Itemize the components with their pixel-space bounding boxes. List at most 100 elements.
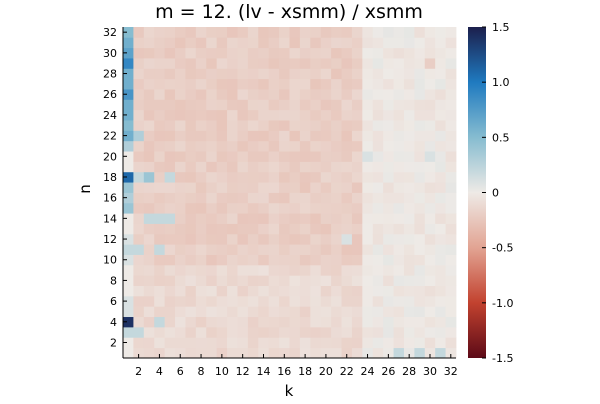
heatmap-cell: [258, 233, 270, 245]
heatmap-cell: [216, 27, 228, 38]
heatmap-cell: [289, 254, 301, 266]
heatmap-cell: [185, 27, 197, 38]
heatmap-cell: [195, 244, 207, 255]
heatmap-cell: [258, 27, 270, 38]
heatmap-cell: [154, 37, 166, 49]
heatmap-cell: [331, 151, 342, 162]
heatmap-cell: [154, 140, 166, 152]
heatmap-cell: [424, 316, 436, 328]
heatmap-cell: [237, 151, 249, 162]
heatmap-cell: [362, 202, 374, 214]
heatmap-cell: [164, 285, 176, 297]
heatmap-cell: [143, 316, 155, 328]
heatmap-cell: [247, 254, 259, 266]
heatmap-cell: [320, 47, 332, 59]
heatmap-cell: [123, 99, 134, 111]
heatmap-cell: [383, 347, 394, 359]
heatmap-cell: [143, 68, 155, 80]
heatmap-cell: [362, 192, 374, 204]
heatmap-cell: [133, 306, 145, 318]
heatmap-cell: [383, 275, 394, 286]
heatmap-cell: [175, 161, 186, 173]
heatmap-cell: [435, 151, 446, 162]
heatmap-cell: [362, 140, 374, 152]
heatmap-cell: [445, 295, 457, 307]
heatmap-cell: [123, 130, 134, 142]
heatmap-cell: [435, 47, 446, 59]
heatmap-cell: [154, 254, 166, 266]
heatmap-cell: [247, 109, 259, 121]
heatmap-cell: [445, 264, 457, 276]
heatmap-cell: [175, 233, 186, 245]
heatmap-cell: [164, 213, 176, 224]
colorbar-tick-label: -0.5: [492, 242, 513, 255]
y-tick-label: 32: [103, 26, 117, 39]
heatmap-cell: [289, 78, 301, 90]
y-tick-label: 8: [110, 274, 117, 287]
x-tick-label: 10: [215, 365, 229, 378]
y-tick-label: 22: [103, 130, 117, 143]
heatmap-cell: [195, 120, 207, 131]
heatmap-cell: [195, 223, 207, 235]
heatmap-cell: [123, 306, 134, 318]
heatmap-cell: [279, 171, 290, 183]
heatmap-cell: [351, 202, 363, 214]
heatmap-cell: [227, 254, 238, 266]
heatmap-cell: [123, 244, 134, 255]
y-tick-label: 2: [110, 336, 117, 349]
heatmap-cell: [393, 326, 405, 338]
heatmap-cell: [414, 140, 426, 152]
heatmap-cell: [289, 316, 301, 328]
heatmap-cell: [123, 89, 134, 100]
heatmap-cell: [403, 264, 415, 276]
heatmap-cell: [351, 37, 363, 49]
heatmap-cell: [320, 326, 332, 338]
heatmap-cell: [247, 171, 259, 183]
heatmap-cell: [424, 171, 436, 183]
colorbar: [468, 27, 486, 358]
heatmap-cell: [175, 47, 186, 59]
heatmap-cell: [383, 192, 394, 204]
heatmap-cell: [414, 120, 426, 131]
heatmap-cell: [393, 130, 405, 142]
heatmap-cell: [351, 264, 363, 276]
heatmap-cell: [362, 254, 374, 266]
heatmap-cell: [143, 130, 155, 142]
y-tick-label: 6: [110, 295, 117, 308]
heatmap-cell: [227, 264, 238, 276]
heatmap-cell: [299, 68, 311, 80]
heatmap-cell: [331, 202, 342, 214]
heatmap-cell: [133, 37, 145, 49]
heatmap-cell: [216, 275, 228, 286]
heatmap-cell: [175, 37, 186, 49]
heatmap-cell: [143, 223, 155, 235]
heatmap-cell: [310, 89, 322, 100]
heatmap-cell: [445, 316, 457, 328]
heatmap-cell: [268, 140, 280, 152]
heatmap-cell: [154, 68, 166, 80]
heatmap-cell: [258, 120, 270, 131]
heatmap-cell: [299, 140, 311, 152]
heatmap-cell: [299, 47, 311, 59]
heatmap-cell: [320, 285, 332, 297]
heatmap-cell: [299, 285, 311, 297]
heatmap-cell: [383, 37, 394, 49]
heatmap-cell: [237, 171, 249, 183]
heatmap-cell: [289, 337, 301, 349]
heatmap-cell: [351, 161, 363, 173]
heatmap-cell: [414, 109, 426, 121]
heatmap-cell: [299, 151, 311, 162]
heatmap-cell: [310, 78, 322, 90]
heatmap-cell: [403, 89, 415, 100]
heatmap-cell: [216, 316, 228, 328]
heatmap-cell: [195, 295, 207, 307]
heatmap-cell: [289, 295, 301, 307]
heatmap-cell: [268, 99, 280, 111]
heatmap-cell: [237, 223, 249, 235]
heatmap-cell: [383, 254, 394, 266]
heatmap-cell: [310, 151, 322, 162]
heatmap-cell: [206, 326, 218, 338]
heatmap-cell: [195, 89, 207, 100]
heatmap-cell: [383, 295, 394, 307]
heatmap-cell: [268, 120, 280, 131]
